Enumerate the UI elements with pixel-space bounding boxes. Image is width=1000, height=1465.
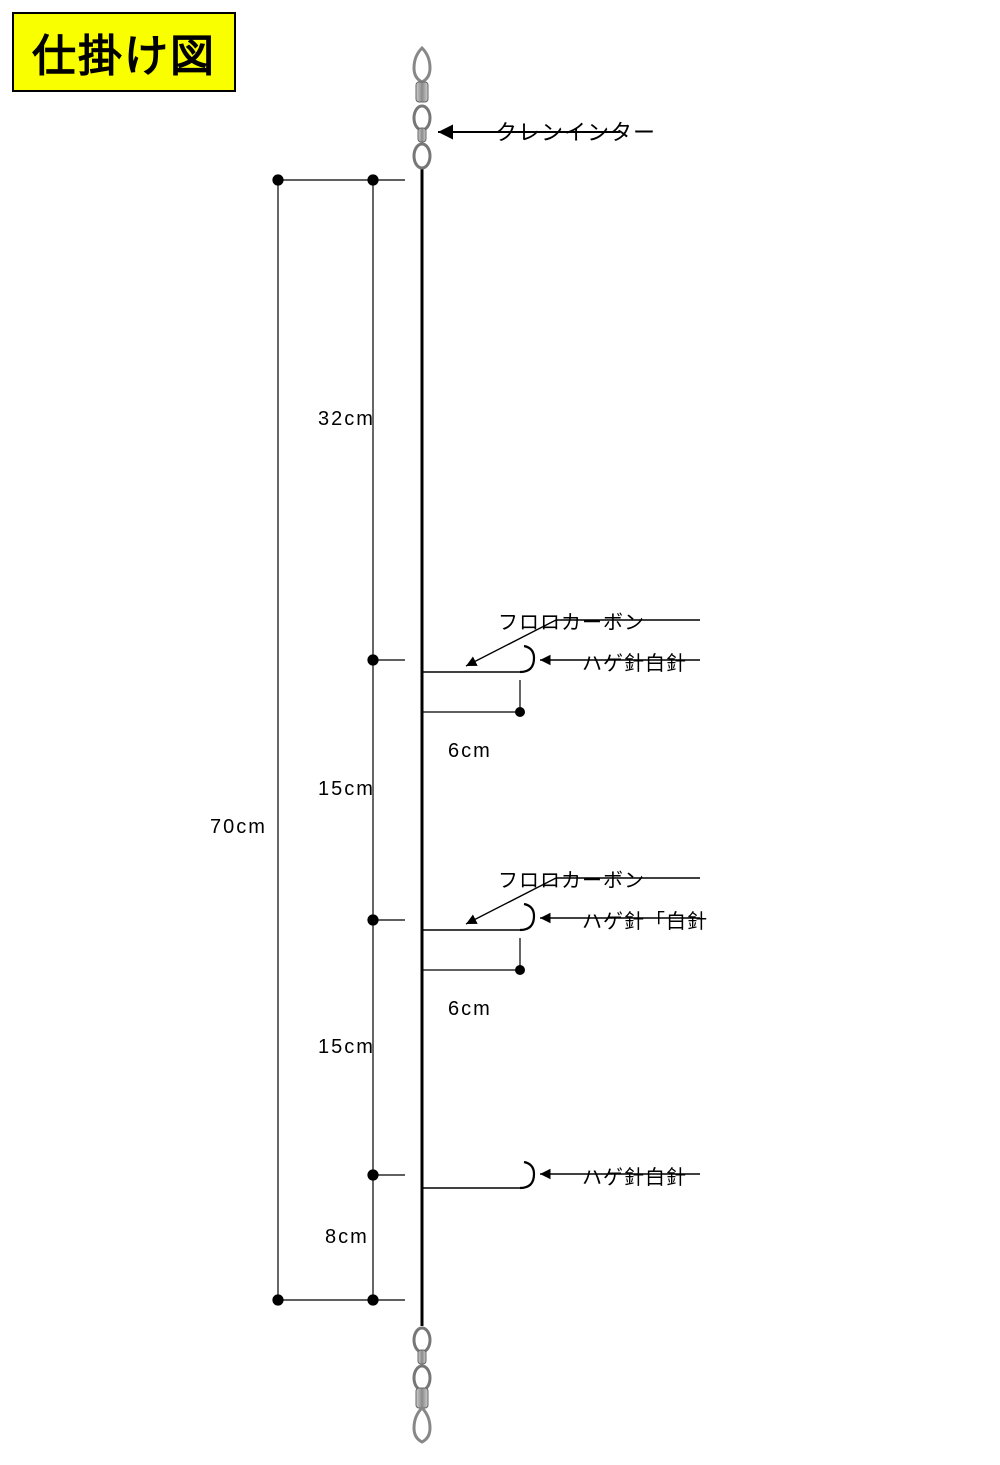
branch-2 xyxy=(422,878,700,975)
hook-icon xyxy=(520,646,534,672)
outer-dim xyxy=(273,175,373,1305)
diagram-stage: 仕掛け図 クレンインター 70cm 32cm 15cm 15cm 8cm フロロ… xyxy=(0,0,1000,1465)
hook-icon xyxy=(520,1162,534,1188)
branch-3 xyxy=(422,1162,700,1188)
hook-icon xyxy=(520,904,534,930)
branch-1 xyxy=(422,620,700,717)
bottom-swivel-snap xyxy=(414,1328,430,1442)
rig-svg xyxy=(0,0,1000,1465)
inner-dim xyxy=(368,175,405,1305)
top-snap-swivel xyxy=(414,48,430,168)
